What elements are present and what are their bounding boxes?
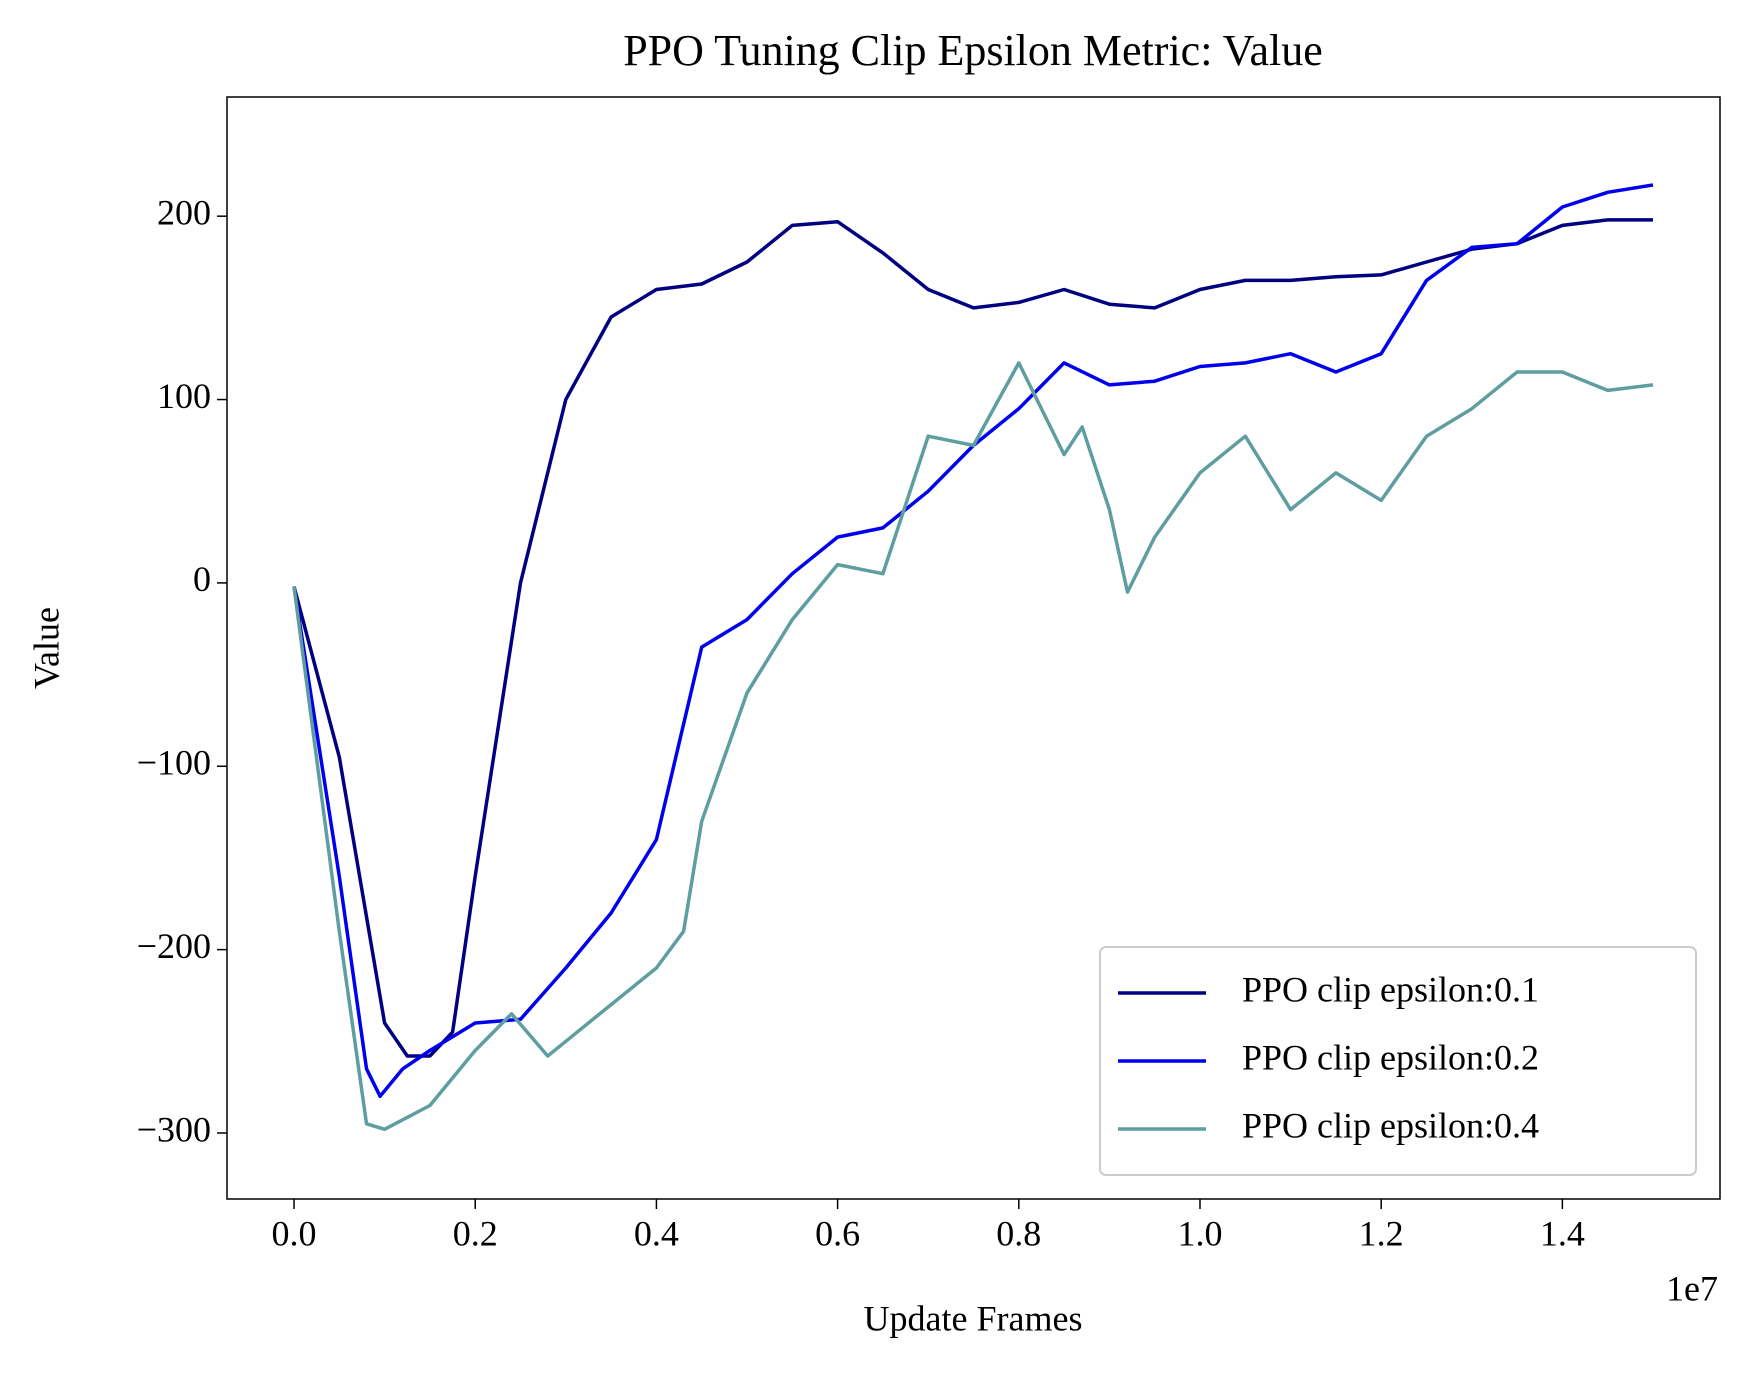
y-tick-label: 100 <box>157 376 211 416</box>
y-tick-label: −200 <box>137 926 211 966</box>
y-tick-label: 200 <box>157 192 211 232</box>
y-axis-label: Value <box>26 607 66 689</box>
x-axis-label: Update Frames <box>864 1298 1083 1338</box>
x-tick-label: 1.0 <box>1177 1213 1222 1253</box>
plot-frame <box>226 96 1721 1200</box>
chart-title: PPO Tuning Clip Epsilon Metric: Value <box>623 26 1323 75</box>
legend-label: PPO clip epsilon:0.1 <box>1242 969 1539 1009</box>
series-line <box>292 218 1653 1058</box>
x-tick-label: 0.6 <box>815 1213 860 1253</box>
x-tick-label: 1.4 <box>1540 1213 1585 1253</box>
legend-label: PPO clip epsilon:0.4 <box>1242 1105 1539 1145</box>
x-tick-label: 1.2 <box>1359 1213 1404 1253</box>
x-offset-label: 1e7 <box>1666 1268 1718 1308</box>
legend-box <box>1099 946 1697 1176</box>
x-tick-label: 0.0 <box>272 1213 317 1253</box>
legend-label: PPO clip epsilon:0.2 <box>1242 1037 1539 1077</box>
x-tick-label: 0.2 <box>453 1213 498 1253</box>
series-line <box>292 361 1654 1132</box>
x-tick-label: 0.8 <box>996 1213 1041 1253</box>
series-line <box>292 183 1654 1099</box>
y-tick-label: −100 <box>137 743 211 783</box>
x-tick-label: 0.4 <box>634 1213 679 1253</box>
y-tick-label: −300 <box>137 1109 211 1149</box>
y-tick-label: 0 <box>193 559 211 599</box>
